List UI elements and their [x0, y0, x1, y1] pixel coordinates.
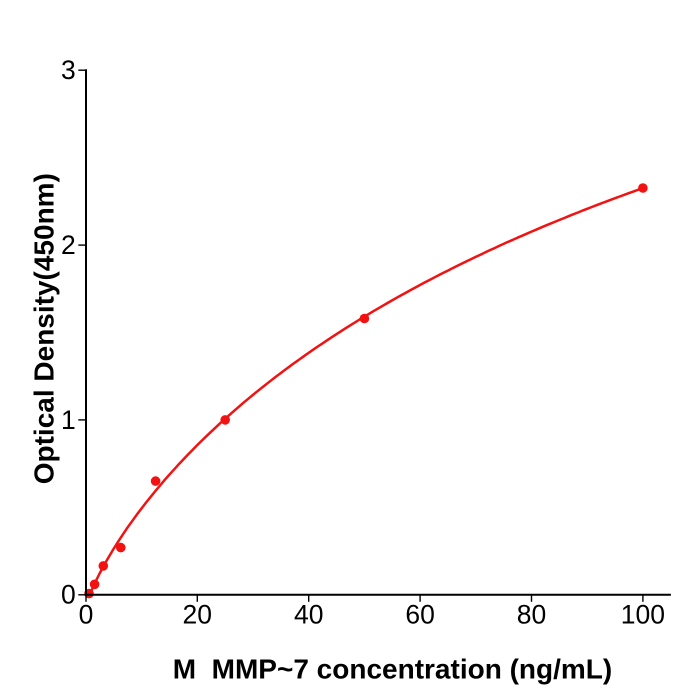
svg-text:1: 1	[61, 405, 76, 435]
svg-text:40: 40	[294, 600, 323, 630]
svg-text:20: 20	[183, 600, 212, 630]
svg-text:80: 80	[517, 600, 546, 630]
svg-text:100: 100	[621, 600, 665, 630]
svg-text:60: 60	[405, 600, 434, 630]
svg-text:Optical Density(450nm): Optical Density(450nm)	[29, 173, 60, 484]
svg-text:0: 0	[79, 600, 94, 630]
svg-text:0: 0	[61, 580, 76, 610]
svg-text:3: 3	[61, 55, 76, 85]
svg-text:M MMP~7 concentration (ng/mL): M MMP~7 concentration (ng/mL)	[173, 654, 612, 685]
svg-text:2: 2	[61, 230, 76, 260]
